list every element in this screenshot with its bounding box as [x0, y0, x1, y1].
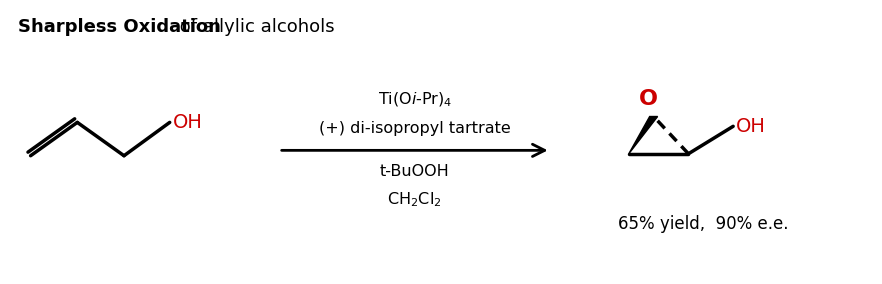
Text: of allylic alcohols: of allylic alcohols: [174, 18, 334, 36]
Text: t-BuOOH: t-BuOOH: [380, 164, 450, 179]
Text: CH$_2$Cl$_2$: CH$_2$Cl$_2$: [387, 190, 442, 209]
Text: O: O: [639, 89, 658, 109]
Text: Sharpless Oxidation: Sharpless Oxidation: [18, 18, 220, 36]
Text: OH: OH: [173, 113, 203, 132]
Text: 65% yield,  90% e.e.: 65% yield, 90% e.e.: [618, 215, 789, 233]
Polygon shape: [629, 116, 658, 154]
Text: OH: OH: [736, 117, 766, 136]
Text: Ti(O$\it{i}$-Pr)$_4$: Ti(O$\it{i}$-Pr)$_4$: [377, 90, 452, 108]
Text: (+) di-isopropyl tartrate: (+) di-isopropyl tartrate: [318, 121, 511, 136]
